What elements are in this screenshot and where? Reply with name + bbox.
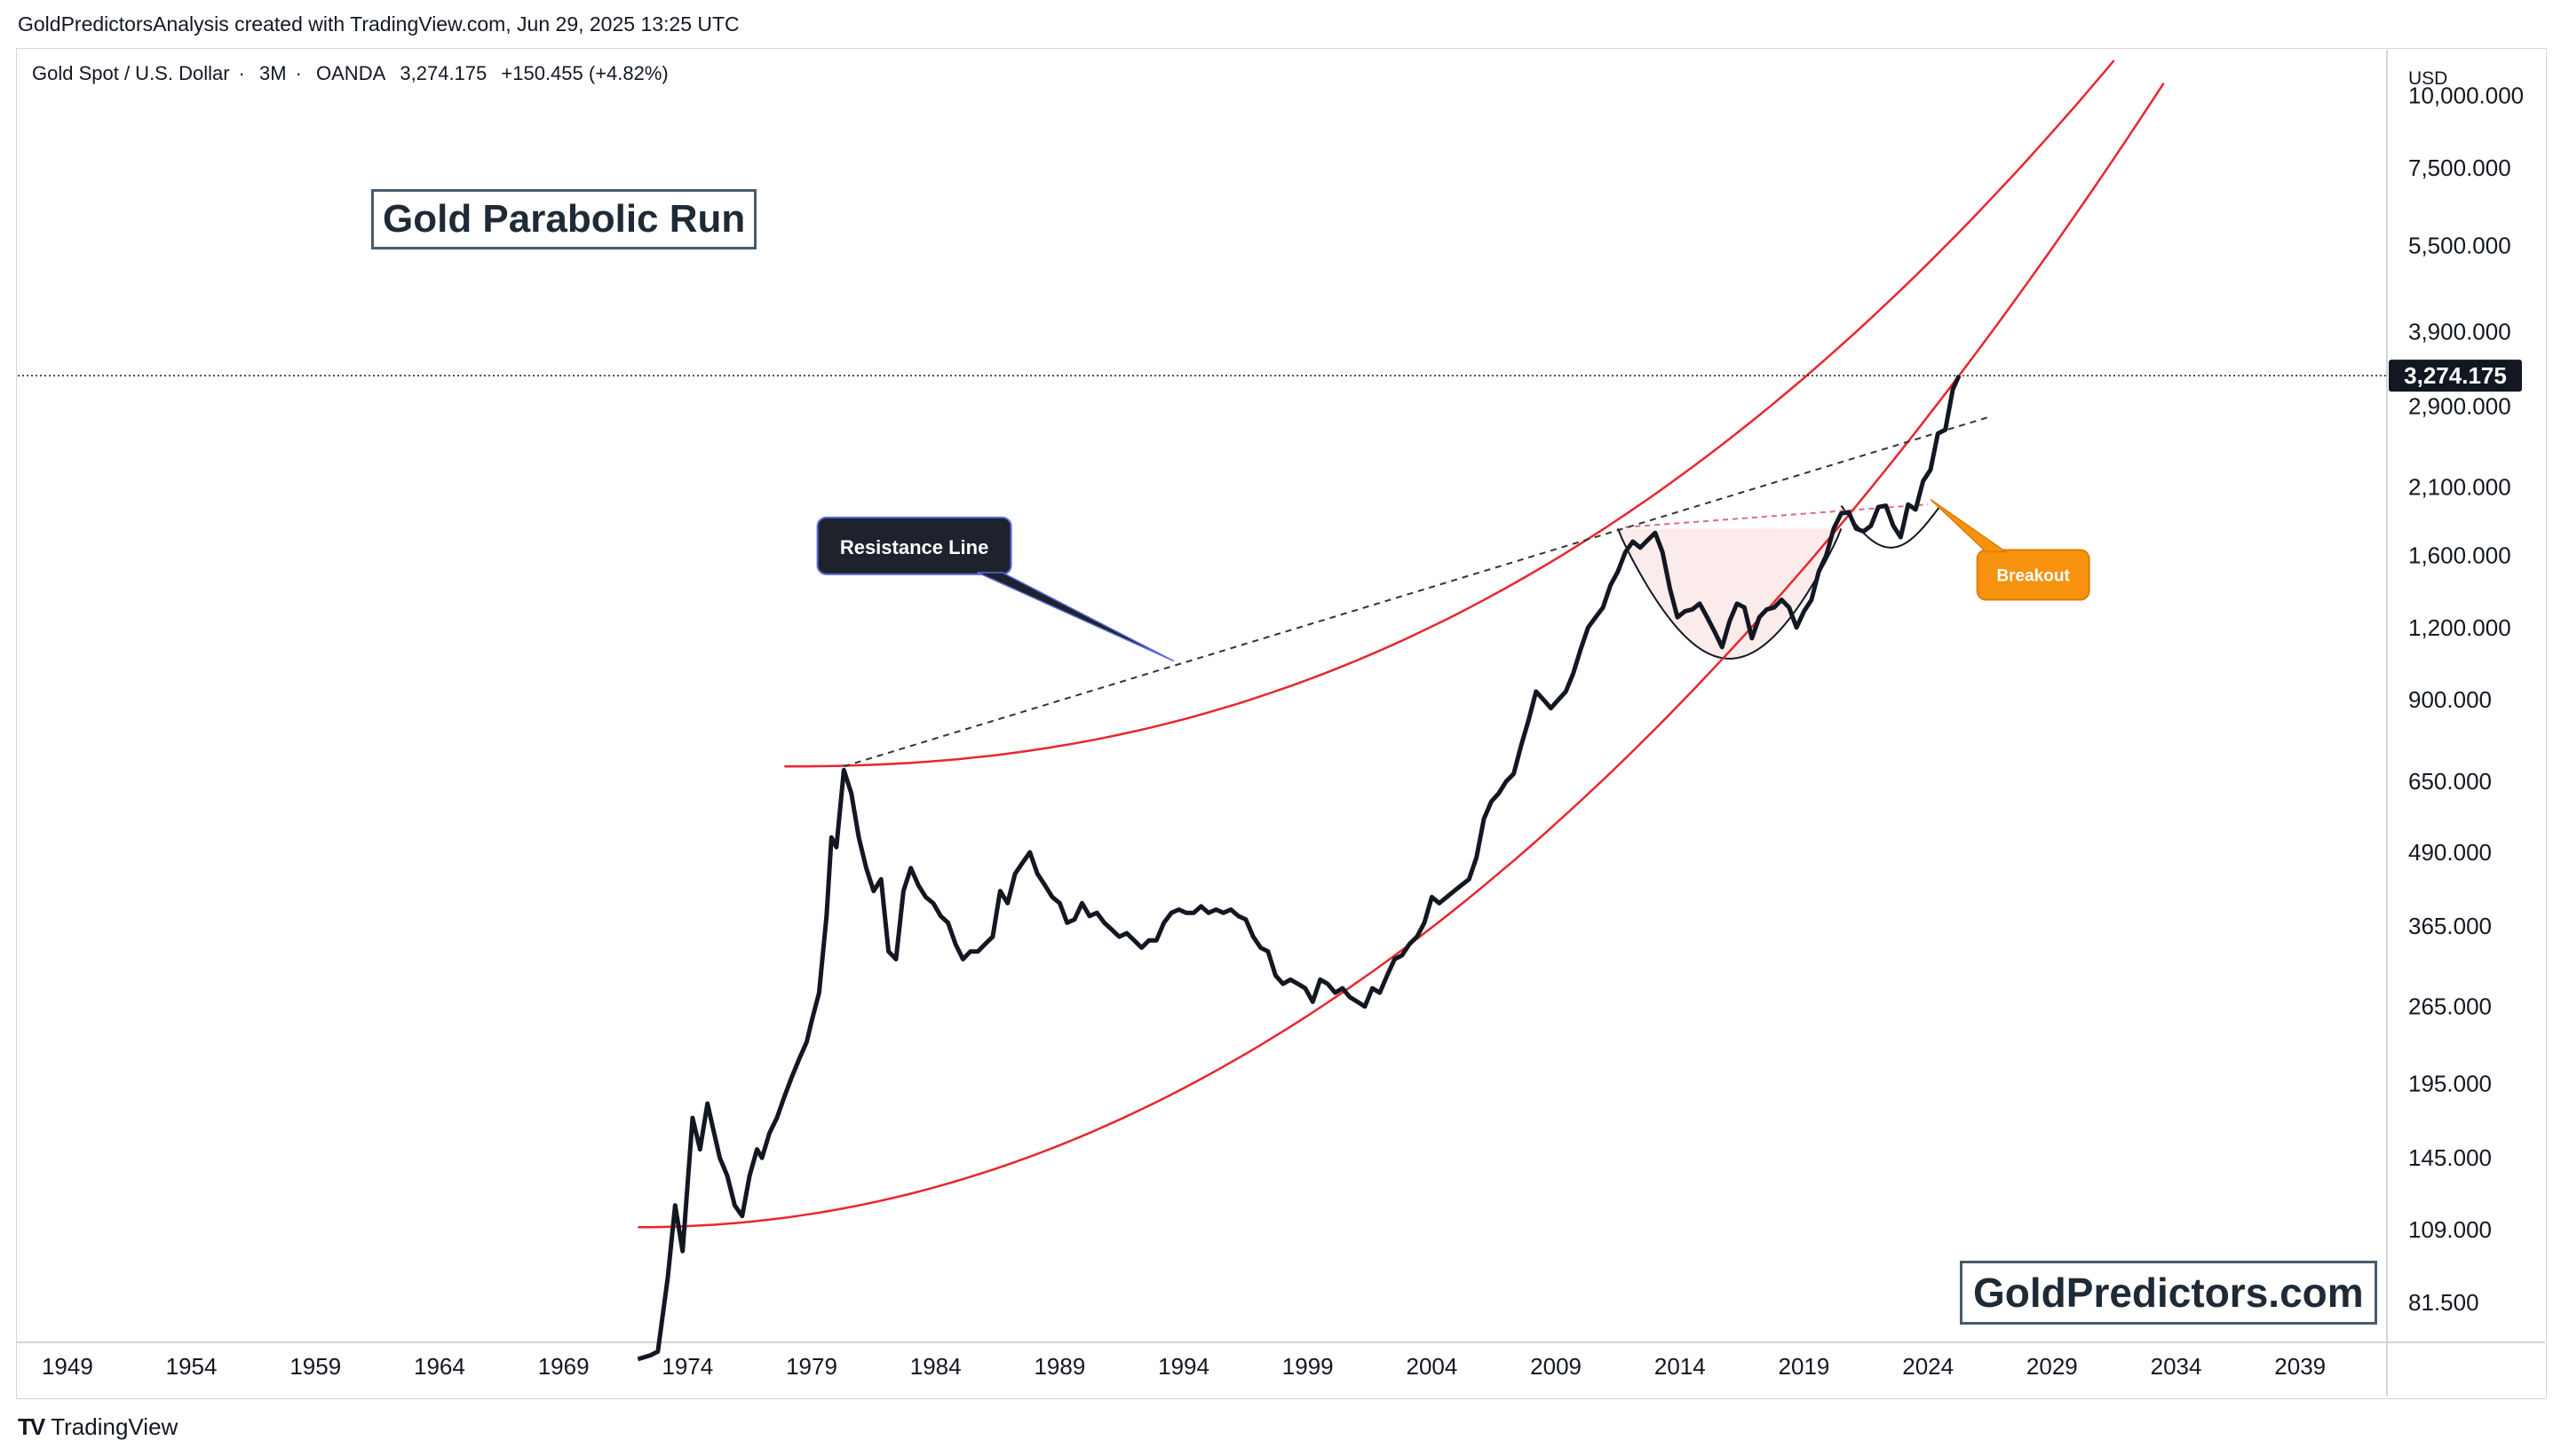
lower-parabolic-curve xyxy=(638,83,2165,1229)
y-tick-label: 3,900.000 xyxy=(2408,319,2511,345)
gold-price-line[interactable] xyxy=(637,375,1962,1362)
x-tick-label: 2039 xyxy=(2274,1353,2326,1380)
symbol-last-price: 3,274.175 xyxy=(400,62,488,84)
x-tick-label: 1989 xyxy=(1034,1353,1085,1380)
y-tick-label: 2,900.000 xyxy=(2408,392,2511,419)
y-tick-label: 1,200.000 xyxy=(2408,614,2511,641)
x-tick-label: 2024 xyxy=(1902,1353,1954,1380)
x-tick-label: 2019 xyxy=(1779,1353,1830,1380)
y-tick-label: 81.500 xyxy=(2408,1289,2479,1316)
x-tick-label: 2004 xyxy=(1406,1353,1457,1380)
x-tick-label: 2029 xyxy=(2026,1353,2078,1380)
x-tick-label: 1999 xyxy=(1282,1353,1334,1380)
y-tick-label: 145.000 xyxy=(2408,1144,2492,1171)
x-tick-label: 1974 xyxy=(662,1353,713,1380)
resistance-callout-label: Resistance Line xyxy=(840,536,989,558)
y-tick-label: 10,000.000 xyxy=(2408,83,2524,109)
y-tick-label: 109.000 xyxy=(2408,1216,2492,1243)
x-tick-label: 1949 xyxy=(42,1353,93,1380)
y-tick-label: 2,100.000 xyxy=(2408,474,2511,501)
resistance-callout-box xyxy=(816,516,1012,575)
current-price-badge xyxy=(2389,360,2522,392)
y-tick-label: 265.000 xyxy=(2408,993,2492,1020)
symbol-name[interactable]: Gold Spot / U.S. Dollar xyxy=(32,62,230,84)
currency-label: USD xyxy=(2408,68,2447,89)
y-tick-label: 650.000 xyxy=(2408,768,2492,795)
cup-fill-area xyxy=(1617,528,1842,659)
y-tick-label: 5,500.000 xyxy=(2408,233,2511,259)
x-tick-label: 2009 xyxy=(1530,1353,1582,1380)
symbol-separator-1: · xyxy=(238,62,245,84)
symbol-change: +150.455 (+4.82%) xyxy=(501,62,669,84)
x-tick-label: 1954 xyxy=(166,1353,218,1380)
symbol-interval[interactable]: 3M xyxy=(259,62,287,84)
y-tick-label: 7,500.000 xyxy=(2408,154,2511,181)
breakout-callout-label: Breakout xyxy=(1996,567,2070,586)
y-tick-label: 195.000 xyxy=(2408,1070,2492,1096)
y-tick-label: 900.000 xyxy=(2408,686,2492,713)
x-tick-label: 1994 xyxy=(1158,1353,1209,1380)
y-tick-label: 365.000 xyxy=(2408,913,2492,939)
x-tick-label: 1959 xyxy=(289,1353,341,1380)
y-tick-label: 1,600.000 xyxy=(2408,542,2511,569)
tradingview-logo-icon: TV xyxy=(18,1413,45,1440)
y-tick-label: 490.000 xyxy=(2408,839,2492,866)
breakout-callout-pointer xyxy=(1930,498,2009,553)
chart-frame xyxy=(16,48,2547,1399)
symbol-info-line: Gold Spot / U.S. Dollar · 3M · OANDA 3,274… xyxy=(32,62,678,85)
symbol-source: OANDA xyxy=(316,62,386,84)
tradingview-logo[interactable]: TV TradingView xyxy=(18,1413,178,1441)
chart-title: Gold Parabolic Run xyxy=(371,189,757,249)
x-tick-label: 1969 xyxy=(538,1353,590,1380)
cup-rim-dashed-line xyxy=(1625,503,1929,528)
cup-arc xyxy=(1617,528,1843,660)
chart-attribution: GoldPredictorsAnalysis created with Trad… xyxy=(18,12,740,36)
breakout-callout-box xyxy=(1976,549,2090,601)
symbol-separator-2: · xyxy=(295,62,302,84)
resistance-dashed-line xyxy=(844,415,1991,768)
handle-arc xyxy=(1840,504,1941,549)
current-price-badge-label: 3,274.175 xyxy=(2404,362,2507,389)
x-tick-label: 2014 xyxy=(1654,1353,1706,1380)
resistance-callout-pointer xyxy=(977,572,1175,662)
x-tick-label: 1964 xyxy=(414,1353,465,1380)
brand-watermark: GoldPredictors.com xyxy=(1960,1261,2377,1325)
x-tick-label: 1984 xyxy=(910,1353,962,1380)
x-tick-label: 2034 xyxy=(2151,1353,2202,1380)
upper-parabolic-curve xyxy=(784,59,2115,768)
x-tick-label: 1979 xyxy=(786,1353,837,1380)
tradingview-logo-text: TradingView xyxy=(51,1413,178,1440)
